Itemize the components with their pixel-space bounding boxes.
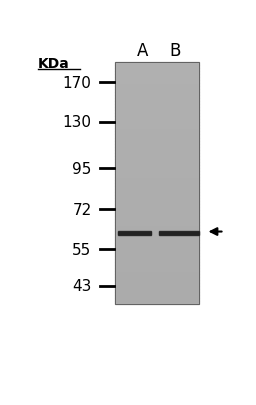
Bar <box>115 220 199 223</box>
Bar <box>115 268 199 271</box>
Bar <box>115 259 199 262</box>
Bar <box>115 241 199 244</box>
Bar <box>115 147 199 150</box>
Bar <box>115 63 199 66</box>
Bar <box>115 135 199 138</box>
Bar <box>115 301 199 304</box>
Bar <box>115 159 199 162</box>
Bar <box>115 129 199 132</box>
Bar <box>115 153 199 156</box>
Bar <box>115 298 199 301</box>
Bar <box>115 84 199 87</box>
Bar <box>115 289 199 292</box>
Bar <box>115 78 199 81</box>
Bar <box>115 271 199 274</box>
Bar <box>115 274 199 277</box>
Bar <box>115 114 199 117</box>
Bar <box>115 181 199 183</box>
Bar <box>115 247 199 250</box>
Bar <box>115 171 199 175</box>
Bar <box>115 126 199 129</box>
Bar <box>115 66 199 69</box>
Text: 95: 95 <box>72 162 92 177</box>
Text: KDa: KDa <box>38 56 70 70</box>
Bar <box>115 75 199 78</box>
Bar <box>115 238 199 241</box>
Bar <box>115 196 199 198</box>
Text: 130: 130 <box>62 115 92 130</box>
Bar <box>115 192 199 196</box>
Bar <box>115 168 199 171</box>
Bar <box>115 141 199 144</box>
Bar <box>115 214 199 217</box>
Bar <box>115 262 199 265</box>
Bar <box>115 265 199 268</box>
Bar <box>115 226 199 229</box>
Bar <box>115 211 199 214</box>
Bar <box>115 144 199 147</box>
Bar <box>115 256 199 259</box>
Bar <box>115 102 199 105</box>
Bar <box>115 292 199 295</box>
Bar <box>115 198 199 202</box>
Bar <box>115 156 199 159</box>
Bar <box>115 138 199 141</box>
Text: 43: 43 <box>72 279 92 294</box>
Bar <box>115 69 199 72</box>
Bar <box>115 111 199 114</box>
Bar <box>115 244 199 247</box>
Bar <box>115 186 199 190</box>
Bar <box>115 99 199 102</box>
Bar <box>115 105 199 108</box>
Bar <box>115 223 199 226</box>
Bar <box>115 96 199 99</box>
Bar <box>115 280 199 283</box>
Bar <box>115 162 199 165</box>
Bar <box>115 183 199 186</box>
Bar <box>115 165 199 168</box>
Bar <box>115 250 199 253</box>
Bar <box>115 132 199 135</box>
Bar <box>115 177 199 181</box>
Bar <box>115 295 199 298</box>
Bar <box>115 229 199 232</box>
Text: 170: 170 <box>63 75 92 90</box>
Bar <box>115 150 199 153</box>
Text: A: A <box>136 42 148 60</box>
Bar <box>115 108 199 111</box>
Bar <box>115 81 199 84</box>
Bar <box>115 175 199 177</box>
Text: 55: 55 <box>72 242 92 257</box>
Bar <box>115 286 199 289</box>
Bar <box>115 208 199 211</box>
Bar <box>115 253 199 256</box>
Bar <box>115 90 199 93</box>
Bar <box>115 217 199 220</box>
Bar <box>115 87 199 90</box>
Bar <box>115 235 199 238</box>
Bar <box>115 120 199 123</box>
Bar <box>115 117 199 120</box>
Bar <box>115 277 199 280</box>
Bar <box>115 63 199 304</box>
Bar <box>115 93 199 96</box>
Bar <box>115 232 199 235</box>
Bar <box>115 205 199 208</box>
Bar <box>115 123 199 126</box>
Text: 72: 72 <box>72 202 92 217</box>
Bar <box>115 190 199 192</box>
Bar <box>115 72 199 75</box>
Bar <box>115 202 199 205</box>
Bar <box>115 283 199 286</box>
Text: B: B <box>169 42 180 60</box>
